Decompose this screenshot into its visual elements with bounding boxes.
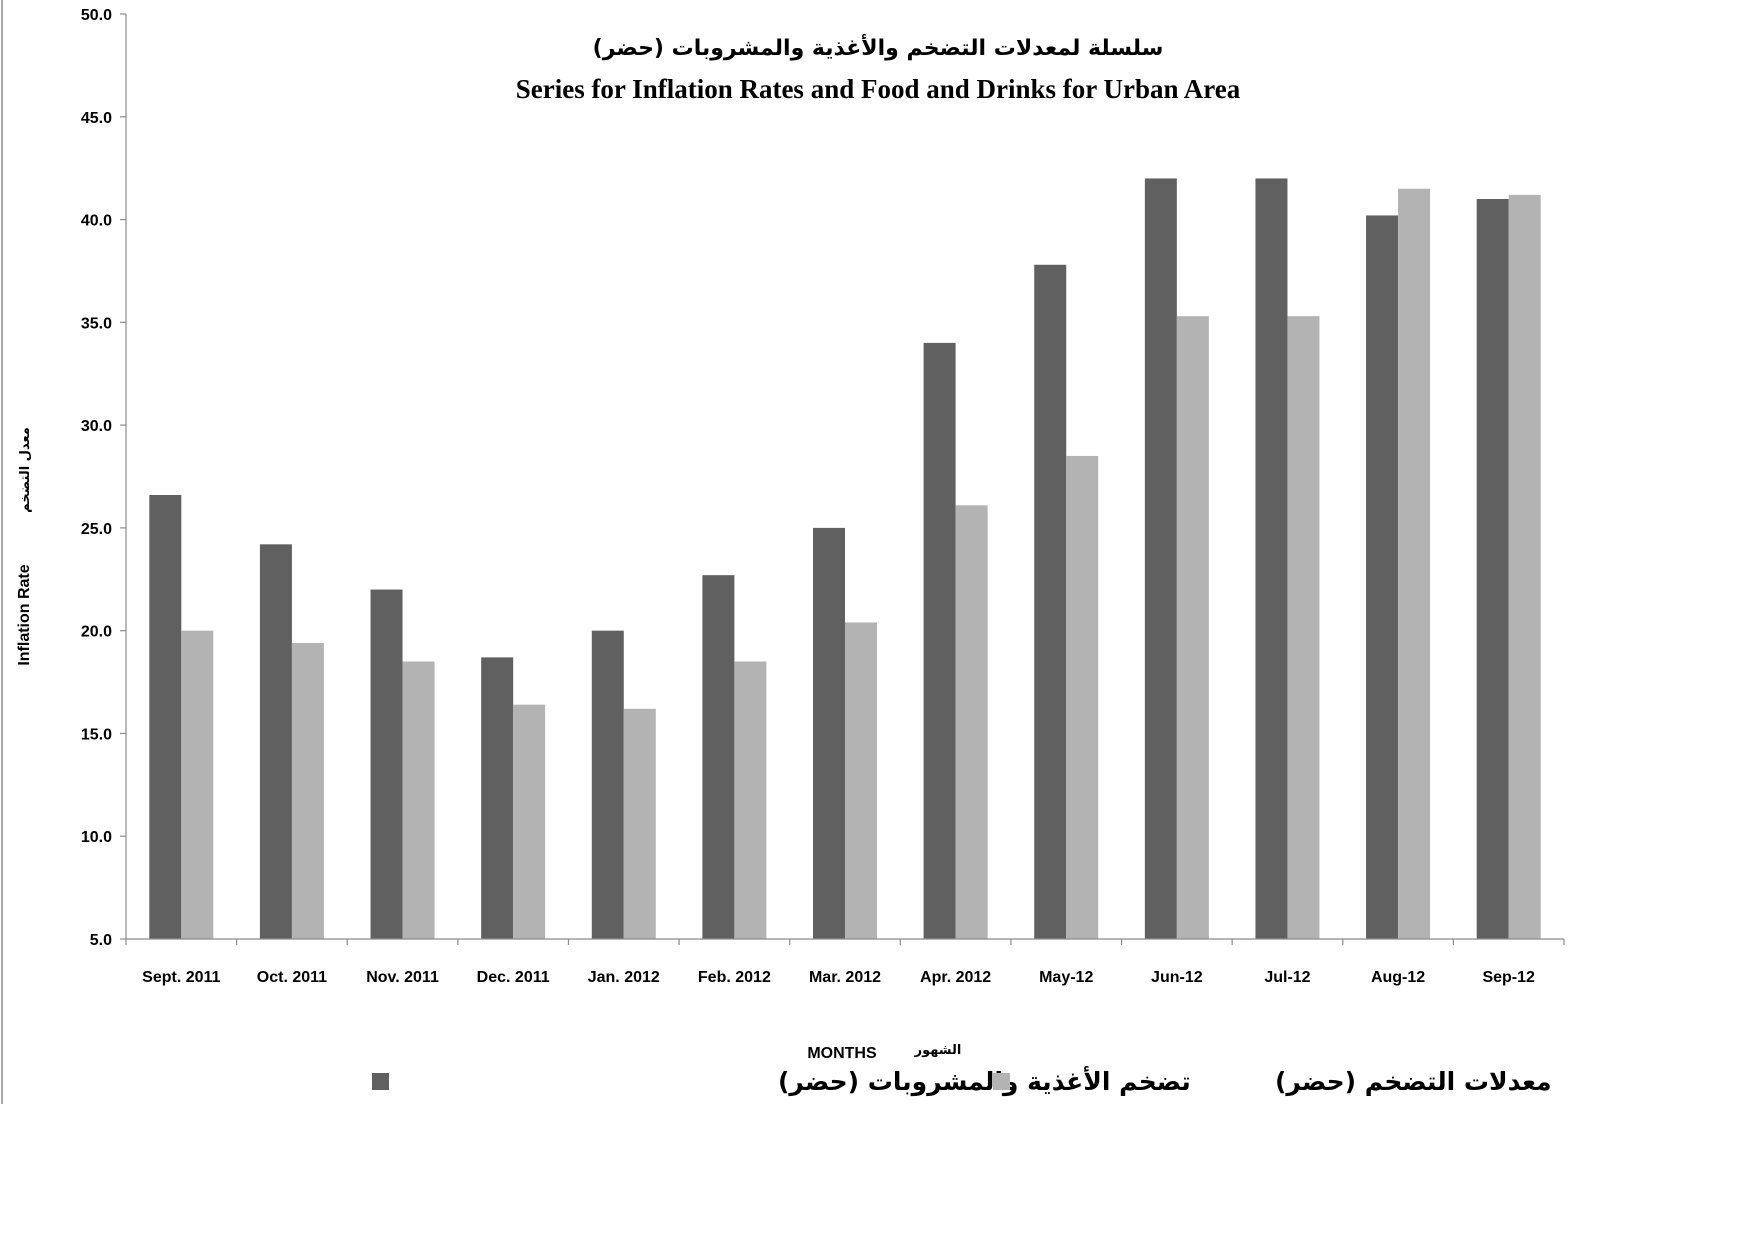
x-tick-label: Jun-12: [1151, 969, 1203, 986]
y-tick-label: 5.0: [90, 932, 112, 949]
y-tick-label: 35.0: [81, 315, 112, 332]
bar-inflation-rate: [291, 643, 324, 939]
legend-swatch-food-inflation: [372, 1073, 389, 1090]
bar-food-inflation: [1366, 215, 1399, 939]
bar-food-inflation: [259, 544, 292, 939]
bar-food-inflation: [702, 575, 735, 939]
x-tick-label: May-12: [1039, 969, 1093, 986]
bar-food-inflation: [1144, 178, 1177, 939]
y-tick-label: 10.0: [81, 829, 112, 846]
bar-inflation-rate: [1508, 194, 1541, 939]
x-tick-label: Dec. 2011: [477, 969, 550, 986]
x-tick-label: Mar. 2012: [809, 969, 881, 986]
y-axis-ticks: 5.0 10.0 15.0 20.0 25.0 30.0 35.0 40.0 45.0 50.0: [81, 7, 126, 949]
legend: تضخم الأغذية والمشروبات (حضر) معدلات الت…: [372, 1066, 1552, 1097]
x-tick-label: Sep-12: [1482, 969, 1535, 986]
bar-food-inflation: [481, 657, 514, 939]
y-tick-label: 30.0: [81, 418, 112, 435]
bar-inflation-rate: [1287, 316, 1320, 940]
chart-title-arabic: سلسلة لمعدلات التضخم والأغذية والمشروبات…: [593, 33, 1164, 61]
x-tick-label: Feb. 2012: [698, 969, 771, 986]
x-axis-ticks: Sept. 2011 Oct. 2011 Nov. 2011 Dec. 2011 Jan…: [125, 939, 1565, 986]
chart-frame: سلسلة لمعدلات التضخم والأغذية والمشروبات…: [1, 0, 1565, 1104]
y-axis-title: Inflation Rate معدل التضخم: [16, 427, 33, 666]
bar-inflation-rate: [1066, 455, 1099, 939]
bar-inflation-rate: [402, 661, 435, 939]
y-tick-label: 25.0: [81, 521, 112, 538]
bar-food-inflation: [591, 630, 624, 939]
y-tick-label: 45.0: [81, 110, 112, 127]
bar-inflation-rate: [955, 505, 988, 939]
x-axis-title-arabic: الشهور: [914, 1043, 962, 1058]
y-axis-title-arabic: معدل التضخم: [18, 427, 33, 513]
x-tick-label: Oct. 2011: [257, 969, 327, 986]
y-axis-title-english: Inflation Rate: [16, 564, 33, 665]
bar-food-inflation: [1034, 264, 1067, 939]
legend-swatch-inflation-rate: [993, 1073, 1010, 1090]
y-tick-label: 50.0: [81, 7, 112, 24]
bar-inflation-rate: [845, 622, 877, 939]
bars: [149, 178, 1541, 940]
x-tick-label: Sept. 2011: [142, 969, 220, 986]
bar-food-inflation: [923, 342, 956, 939]
legend-label-food-inflation: تضخم الأغذية والمشروبات (حضر): [778, 1066, 1191, 1097]
x-tick-label: Apr. 2012: [920, 969, 991, 986]
x-tick-label: Jan. 2012: [588, 969, 660, 986]
x-tick-label: Jul-12: [1264, 969, 1310, 986]
bar-food-inflation: [1255, 178, 1288, 939]
y-tick-label: 15.0: [81, 726, 112, 743]
bar-food-inflation: [813, 527, 845, 939]
bar-food-inflation: [370, 589, 403, 939]
bar-inflation-rate: [623, 708, 656, 939]
bar-inflation-rate: [734, 661, 767, 939]
legend-label-inflation-rate: معدلات التضخم (حضر): [1275, 1067, 1552, 1097]
x-tick-label: Aug-12: [1371, 969, 1425, 986]
x-axis-title-english: MONTHS: [807, 1045, 877, 1062]
chart-title: Series for Inflation Rates and Food and …: [516, 74, 1241, 104]
bar-inflation-rate: [513, 704, 546, 939]
bar-inflation-rate: [1176, 316, 1209, 940]
y-tick-label: 40.0: [81, 213, 112, 230]
bar-inflation-rate: [1398, 188, 1431, 939]
x-tick-label: Nov. 2011: [366, 969, 439, 986]
bar-inflation-rate: [181, 630, 214, 939]
y-tick-label: 20.0: [81, 624, 112, 641]
bar-food-inflation: [1476, 199, 1509, 939]
bar-food-inflation: [149, 495, 182, 939]
